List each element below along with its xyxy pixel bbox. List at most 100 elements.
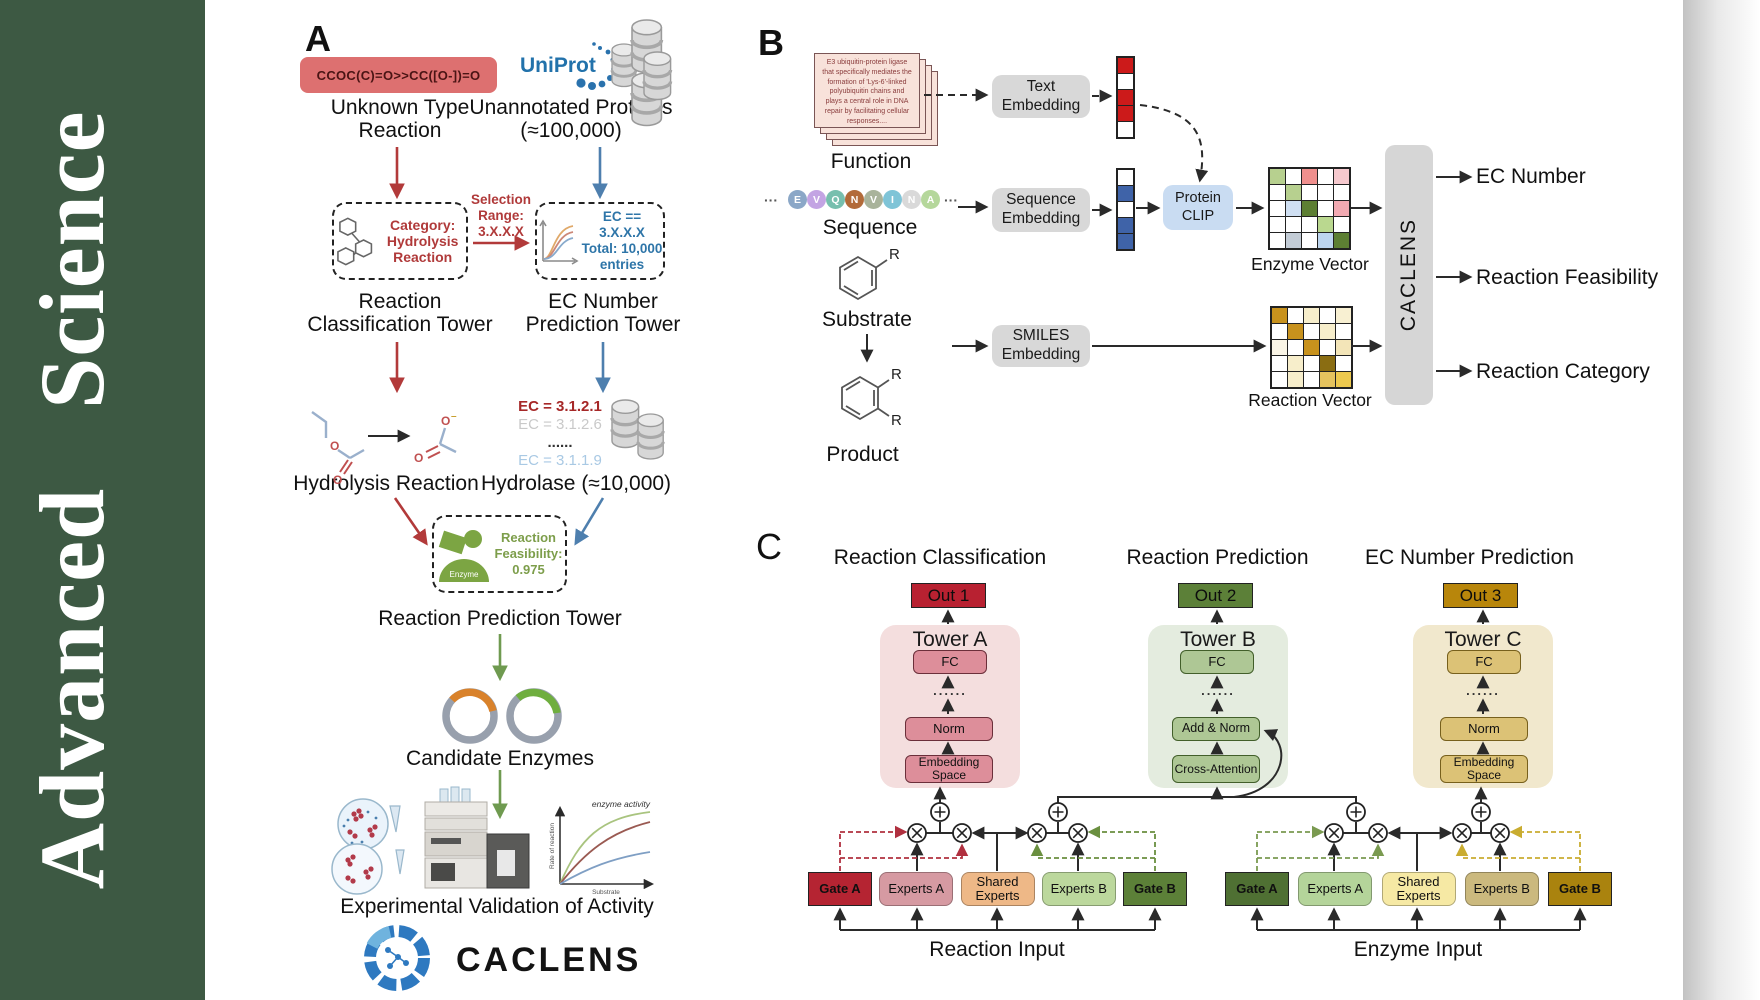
caclens-wordmark: CACLENS [456, 941, 642, 979]
moe-reaction-row: Gate A Experts A Shared Experts Experts B Ga… [808, 872, 1187, 906]
moe-enzyme-row: Gate A Experts A Shared Experts Experts B Ga… [1225, 872, 1612, 906]
plasmid-icons [442, 688, 562, 744]
reaction-input-label: Reaction Input [929, 938, 1065, 961]
ec-result-line: EC = 3.1.1.9 [518, 452, 602, 469]
page-edge-shadow [1683, 0, 1760, 1000]
protein-clip-box: Protein CLIP [1163, 185, 1233, 230]
cell-assay-icon [331, 798, 405, 895]
caclens-block-label: CACLENS [1397, 218, 1420, 332]
experimental-validation-label: Experimental Validation of Activity [340, 895, 654, 918]
tower-c-embedding-space: Embedding Space [1440, 755, 1528, 783]
ec-prediction-box: EC == 3.X.X.X Total: 10,000 entries [535, 202, 665, 280]
grid-cell [1336, 324, 1351, 339]
grid-cell [1288, 372, 1303, 387]
reaction-prediction-tower-label: Reaction Prediction Tower [378, 607, 622, 630]
enzyme-activity-plot: enzyme activity Rate of reaction Substra… [549, 799, 655, 896]
sequence-label: Sequence [822, 216, 918, 239]
caclens-model-block: CACLENS [1385, 145, 1433, 405]
tower-c-dots: ...... [1466, 683, 1500, 698]
sequence-embedding-box: Sequence Embedding [992, 188, 1090, 232]
grid-cell [1286, 185, 1301, 200]
product-label: Product [826, 443, 899, 466]
grid-cell [1272, 356, 1287, 371]
reaction-classification-tower-label: Reaction Classification Tower [307, 290, 493, 337]
grid-cell [1320, 308, 1335, 323]
tower-a-dots: ...... [933, 683, 967, 698]
hydrolase-label: Hydrolase (≈10,000) [480, 472, 672, 495]
panel-a-label: A [305, 18, 331, 59]
moe-box: Gate B [1548, 872, 1612, 906]
tower-b-title: Tower B [1180, 628, 1256, 651]
grid-cell [1286, 201, 1301, 216]
enzyme-vector-grid [1268, 167, 1351, 250]
smiles-reaction-box: CCOC(C)=O>>CC([O-])=O [300, 57, 497, 93]
unannotated-proteins-label: Unannotated Proteins (≈100,000) [469, 96, 673, 143]
moe-box: Experts B [1041, 872, 1116, 906]
residue-circle: V [807, 190, 826, 209]
enzyme-badge-label: Enzyme [449, 570, 478, 579]
grid-cell [1118, 90, 1133, 105]
grid-cell [1118, 170, 1133, 185]
residue-circle: N [902, 190, 921, 209]
reaction-classification-box: Category: Hydrolysis Reaction [332, 202, 468, 280]
ec-equals-line: EC == 3.X.X.X [599, 208, 645, 240]
tower-b-fc: FC [1180, 650, 1254, 674]
grid-cell [1334, 201, 1349, 216]
grid-cell [1318, 201, 1333, 216]
enzyme-vector-label: Enzyme Vector [1251, 254, 1369, 274]
heading-ec-number-prediction: EC Number Prediction [1365, 546, 1574, 569]
acetate-structure-icon: O – O [414, 411, 457, 465]
grid-cell [1270, 233, 1285, 248]
substrate-structure-icon [839, 255, 888, 301]
grid-cell [1334, 233, 1349, 248]
ec-result-list: EC = 3.1.2.1 EC = 3.1.2.6...... EC = 3.1.1… [514, 398, 606, 470]
grid-cell [1320, 324, 1335, 339]
grid-cell [1272, 372, 1287, 387]
svg-text:O: O [330, 439, 339, 453]
grid-cell [1118, 106, 1133, 121]
category-hydrolysis-label: Category: Hydrolysis Reaction [386, 216, 459, 266]
moe-box: Gate A [808, 872, 872, 906]
grid-cell [1318, 185, 1333, 200]
multiply-nodes [907, 823, 1510, 843]
moe-box: Experts A [1298, 872, 1373, 906]
grid-cell [1272, 308, 1287, 323]
selection-range-label: Selection Range: 3.X.X.X [470, 192, 532, 240]
ec-total-line: Total: 10,000 entries [581, 241, 663, 273]
candidate-enzymes-label: Candidate Enzymes [406, 747, 594, 770]
grid-cell [1304, 340, 1319, 355]
svg-text:O: O [414, 451, 423, 465]
tower-a-embedding-space: Embedding Space [905, 755, 993, 783]
residue-circle: V [864, 190, 883, 209]
grid-cell [1320, 340, 1335, 355]
tower-c-title: Tower C [1444, 628, 1522, 651]
hydrolysis-reaction-label: Hydrolysis Reaction [293, 472, 479, 495]
function-annotation-card: E3 ubiquitin-protein ligase that specifi… [814, 53, 920, 128]
tower-b-cross-attention: Cross-Attention [1172, 755, 1260, 783]
grid-cell [1302, 185, 1317, 200]
enzyme-input-label: Enzyme Input [1353, 938, 1483, 961]
grid-cell [1270, 217, 1285, 232]
sigmoid-curves-icon [539, 219, 579, 265]
grid-cell [1302, 217, 1317, 232]
grid-cell [1318, 217, 1333, 232]
grid-cell [1336, 308, 1351, 323]
function-label: Function [830, 150, 912, 173]
grid-cell [1318, 233, 1333, 248]
hplc-instrument-icon [424, 786, 530, 889]
grid-cell [1272, 340, 1287, 355]
residue-circle: I [883, 190, 902, 209]
grid-cell [1118, 186, 1133, 201]
tower-c: Tower C FC ...... Norm Embedding Space [1413, 625, 1553, 788]
grid-cell [1336, 372, 1351, 387]
grid-cell [1334, 185, 1349, 200]
grid-cell [1118, 202, 1133, 217]
grid-cell [1286, 169, 1301, 184]
grid-cell [1270, 201, 1285, 216]
moe-box: Gate A [1225, 872, 1289, 906]
grid-cell [1288, 340, 1303, 355]
grid-cell [1118, 122, 1133, 137]
residue-circle: E [788, 190, 807, 209]
